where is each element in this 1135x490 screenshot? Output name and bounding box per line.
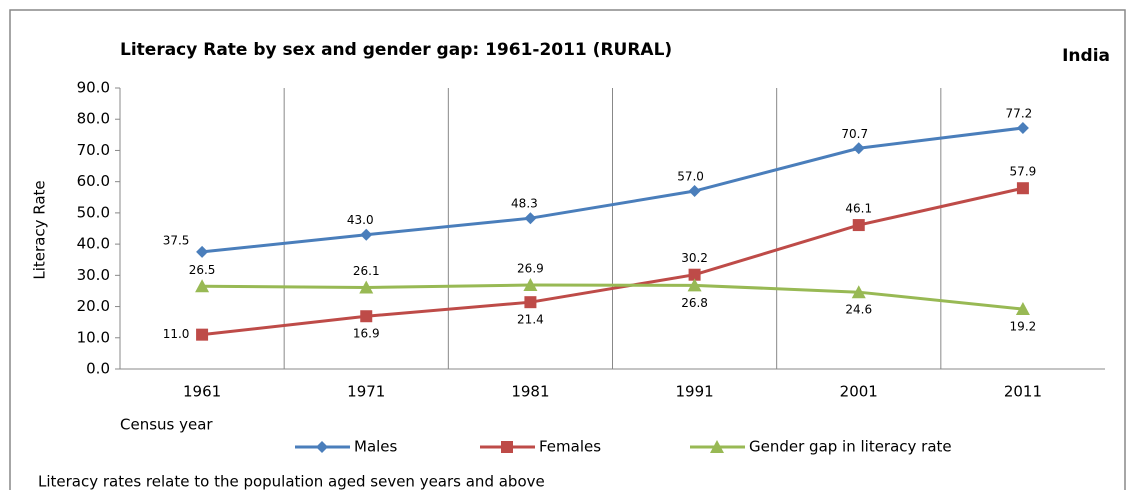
y-tick-label: 0.0 — [86, 360, 110, 378]
data-label: 77.2 — [1006, 106, 1033, 120]
marker — [851, 285, 866, 299]
data-label: 43.0 — [347, 213, 374, 227]
legend-marker — [316, 441, 328, 453]
marker — [360, 310, 373, 323]
marker — [1015, 302, 1030, 316]
marker — [687, 278, 702, 292]
x-axis-label: Census year — [120, 416, 213, 434]
marker — [359, 280, 374, 294]
marker — [524, 296, 537, 309]
marker — [196, 245, 209, 258]
x-tick-label: 1971 — [347, 383, 385, 401]
data-label: 26.5 — [189, 263, 216, 277]
data-label: 46.1 — [845, 202, 872, 216]
data-label: 26.1 — [353, 264, 380, 278]
y-tick-label: 80.0 — [77, 110, 110, 128]
data-label: 26.9 — [517, 262, 544, 276]
marker — [1016, 121, 1029, 134]
y-tick-label: 10.0 — [77, 328, 110, 346]
chart-title: Literacy Rate by sex and gender gap: 196… — [120, 40, 672, 60]
legend-label: Males — [354, 438, 398, 456]
x-tick-label: 1961 — [183, 383, 221, 401]
series-line — [201, 126, 1024, 254]
marker — [688, 268, 701, 281]
y-axis-label: Literacy Rate — [31, 180, 49, 279]
marker — [196, 328, 209, 341]
y-tick-label: 90.0 — [77, 79, 110, 97]
x-tick-label: 1981 — [511, 383, 549, 401]
data-label: 37.5 — [163, 233, 190, 247]
y-tick-label: 60.0 — [77, 172, 110, 190]
marker — [852, 219, 865, 232]
marker — [688, 185, 701, 198]
data-label: 24.6 — [845, 303, 872, 317]
y-tick-label: 70.0 — [77, 141, 110, 159]
x-tick-label: 2001 — [840, 383, 878, 401]
data-label: 19.2 — [1010, 320, 1037, 334]
y-tick-label: 40.0 — [77, 235, 110, 253]
marker — [523, 278, 538, 292]
x-tick-label: 2011 — [1004, 383, 1042, 401]
marker — [852, 142, 865, 155]
y-tick-label: 20.0 — [77, 297, 110, 315]
legend-label: Females — [539, 438, 601, 456]
data-label: 70.7 — [841, 127, 868, 141]
y-tick-label: 30.0 — [77, 266, 110, 284]
data-label: 16.9 — [353, 327, 380, 341]
data-label: 48.3 — [511, 197, 538, 211]
data-label: 57.0 — [677, 170, 704, 184]
data-label: 57.9 — [1010, 165, 1037, 179]
legend-marker — [710, 440, 724, 453]
legend-label: Gender gap in literacy rate — [749, 438, 952, 456]
x-tick-label: 1991 — [675, 383, 713, 401]
footnote: Literacy rates relate to the population … — [38, 473, 545, 490]
region-label: India — [1062, 46, 1110, 66]
marker — [524, 212, 537, 225]
marker — [360, 228, 373, 241]
y-tick-label: 50.0 — [77, 203, 110, 221]
data-label: 26.8 — [681, 296, 708, 310]
marker — [195, 279, 210, 293]
frame — [9, 9, 1126, 490]
data-label: 11.0 — [163, 327, 190, 341]
series-line — [202, 283, 1024, 311]
data-label: 21.4 — [517, 313, 544, 327]
legend-marker — [501, 441, 513, 453]
marker — [1016, 182, 1029, 195]
data-label: 30.2 — [681, 251, 708, 265]
series-line — [201, 186, 1024, 337]
